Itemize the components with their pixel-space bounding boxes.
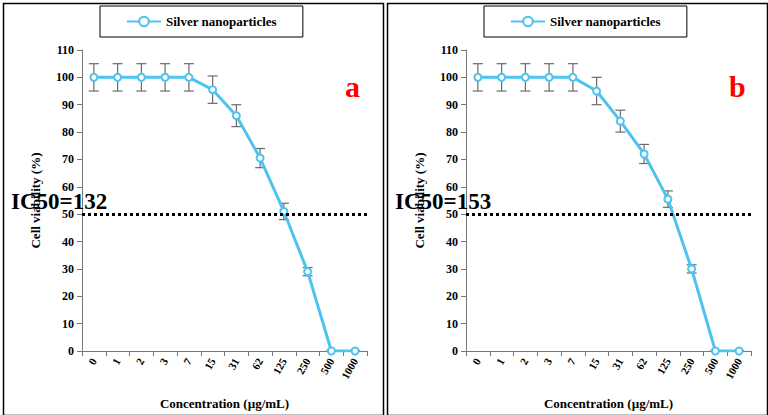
svg-text:15: 15 [586,356,602,372]
svg-text:0: 0 [470,356,483,367]
svg-text:31: 31 [226,356,242,372]
svg-text:40: 40 [62,235,74,249]
svg-text:Cell viability (%): Cell viability (%) [28,152,43,249]
svg-text:3: 3 [541,356,554,367]
svg-text:62: 62 [249,356,265,372]
svg-text:20: 20 [446,289,458,303]
svg-text:0: 0 [68,344,74,358]
svg-text:250: 250 [294,356,313,377]
svg-text:62: 62 [633,356,649,372]
svg-text:Silver nanoparticles: Silver nanoparticles [550,14,661,29]
svg-text:1: 1 [494,356,507,367]
svg-text:3: 3 [157,356,170,367]
svg-text:2: 2 [517,356,530,367]
svg-text:30: 30 [62,262,74,276]
svg-text:110: 110 [57,43,74,57]
svg-text:60: 60 [62,179,74,194]
svg-text:250: 250 [678,356,697,377]
svg-text:125: 125 [654,356,673,377]
svg-text:Cell viability (%): Cell viability (%) [412,152,427,249]
svg-text:IC50=153: IC50=153 [395,189,491,214]
svg-text:Concentration (µg/mL): Concentration (µg/mL) [160,396,289,411]
svg-text:2: 2 [133,356,146,367]
svg-text:1000: 1000 [723,356,745,381]
svg-text:0: 0 [452,344,458,358]
svg-text:60: 60 [446,179,458,194]
svg-text:Concentration (µg/mL): Concentration (µg/mL) [544,396,673,411]
svg-text:IC50=132: IC50=132 [11,189,107,214]
svg-text:125: 125 [270,356,289,377]
svg-text:a: a [345,70,360,103]
svg-text:100: 100 [440,70,458,84]
svg-text:30: 30 [446,262,458,276]
svg-text:1: 1 [110,356,123,367]
svg-text:110: 110 [441,43,458,57]
svg-text:500: 500 [702,356,721,377]
svg-text:7: 7 [181,356,194,367]
svg-text:10: 10 [446,317,458,331]
svg-text:50: 50 [446,207,458,222]
svg-text:70: 70 [62,152,74,166]
svg-text:31: 31 [610,356,626,372]
svg-text:20: 20 [62,289,74,303]
svg-text:50: 50 [62,207,74,222]
svg-text:90: 90 [446,98,458,112]
svg-text:b: b [729,70,746,103]
svg-text:0: 0 [86,356,99,367]
svg-text:10: 10 [62,317,74,331]
svg-text:90: 90 [62,98,74,112]
svg-text:70: 70 [446,152,458,166]
svg-text:500: 500 [318,356,337,377]
svg-text:7: 7 [565,356,578,367]
svg-text:Silver nanoparticles: Silver nanoparticles [166,14,277,29]
svg-text:80: 80 [62,125,74,139]
svg-text:100: 100 [56,70,74,84]
svg-text:15: 15 [202,356,218,372]
svg-text:40: 40 [446,235,458,249]
svg-text:80: 80 [446,125,458,139]
svg-text:1000: 1000 [339,356,361,381]
